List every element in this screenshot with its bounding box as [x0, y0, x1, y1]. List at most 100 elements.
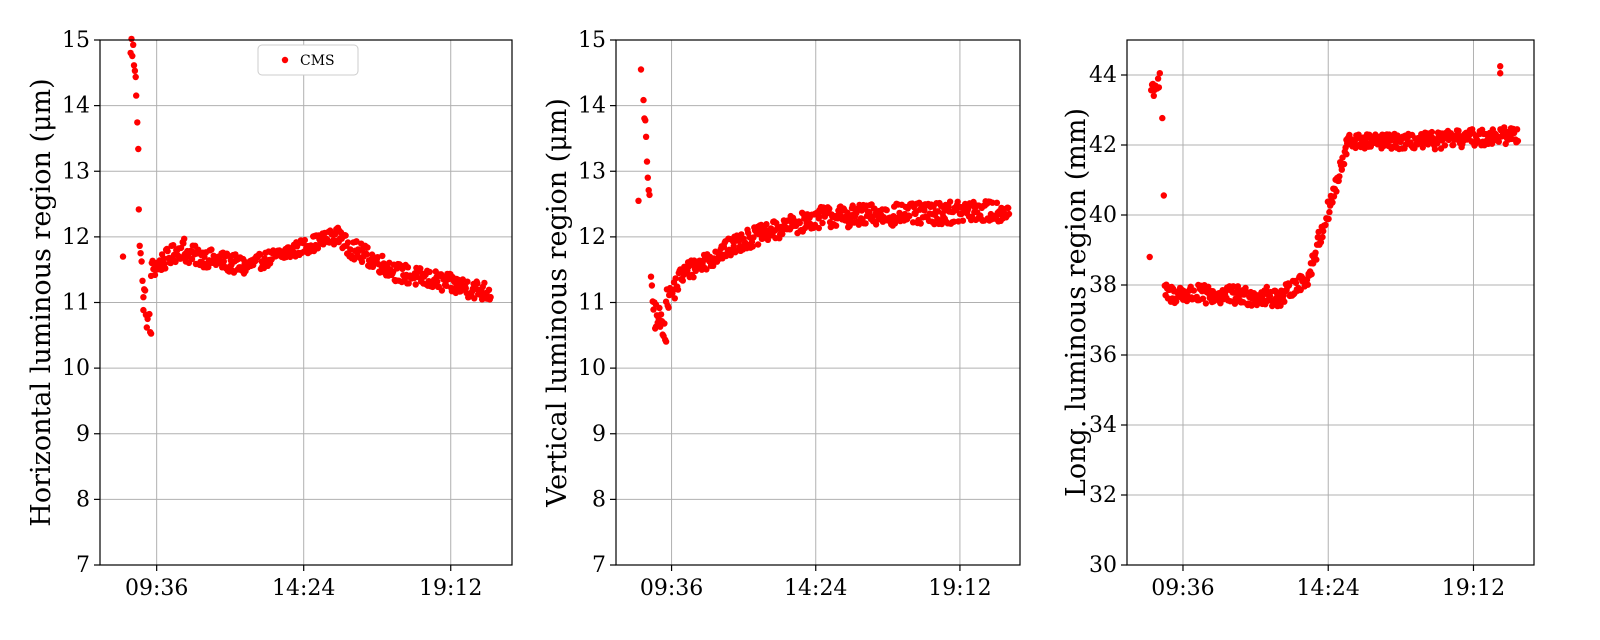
data-point [404, 264, 412, 271]
data-point [136, 242, 143, 249]
data-point [481, 279, 488, 287]
y-tick-label: 13 [62, 159, 90, 184]
data-point [1317, 239, 1325, 246]
data-point [1325, 215, 1332, 223]
data-point [137, 250, 144, 257]
y-tick-label: 8 [592, 487, 606, 512]
data-point [862, 220, 869, 227]
axes-frame [99, 39, 513, 566]
y-tick-label: 13 [578, 159, 606, 184]
data-point [671, 295, 678, 302]
series-points [1146, 63, 1522, 310]
data-point [657, 311, 665, 318]
data-point [1513, 126, 1521, 133]
data-point [642, 133, 650, 140]
y-tick-label: 34 [1089, 413, 1117, 438]
data-point [906, 212, 913, 220]
data-point [164, 247, 171, 255]
data-point [1156, 70, 1164, 77]
data-point [749, 243, 756, 250]
data-point [134, 119, 141, 126]
data-point [474, 280, 481, 287]
data-point [945, 203, 952, 210]
data-point [826, 205, 833, 212]
data-point [161, 260, 168, 267]
data-point [344, 239, 352, 246]
data-point [1343, 151, 1350, 158]
data-point [662, 338, 670, 345]
data-point [138, 258, 145, 265]
data-point [1005, 210, 1013, 218]
x-tick-label: 19:12 [1442, 576, 1505, 601]
data-point [130, 41, 137, 48]
y-tick-label: 11 [578, 291, 606, 316]
data-point [646, 191, 653, 199]
data-point [1319, 233, 1326, 241]
data-point [1330, 193, 1338, 200]
data-point [640, 96, 647, 104]
data-point [208, 246, 215, 253]
data-point [665, 304, 672, 311]
data-point [1333, 188, 1340, 195]
y-tick-label: 11 [62, 291, 90, 316]
data-point [417, 265, 424, 272]
y-tick-label: 12 [62, 225, 90, 250]
y-tick-label: 14 [578, 94, 606, 119]
y-tick-label: 40 [1089, 203, 1117, 228]
data-point [220, 258, 227, 265]
data-point [129, 52, 136, 60]
data-point [832, 222, 840, 229]
data-point [1190, 287, 1198, 294]
y-tick-label: 10 [578, 356, 606, 381]
data-point [162, 265, 169, 272]
data-point [648, 282, 656, 289]
data-point [133, 92, 140, 99]
data-point [773, 219, 780, 227]
data-point [1329, 199, 1336, 206]
y-tick-label: 38 [1089, 273, 1117, 298]
data-point [645, 187, 652, 194]
data-point [1501, 124, 1508, 131]
y-tick-label: 32 [1089, 483, 1117, 508]
y-tick-label: 36 [1089, 343, 1117, 368]
data-point [796, 219, 803, 227]
data-point [1263, 283, 1271, 291]
data-point [993, 199, 1001, 206]
data-point [946, 198, 954, 205]
data-point [256, 251, 264, 258]
data-point [358, 258, 366, 265]
data-point [1281, 298, 1288, 305]
data-point [172, 258, 179, 266]
data-point [301, 236, 308, 244]
y-tick-label: 44 [1089, 63, 1117, 88]
data-point [849, 202, 856, 209]
data-point [1146, 253, 1153, 261]
data-point [1322, 221, 1329, 229]
data-point [434, 278, 441, 285]
data-point [1150, 92, 1158, 100]
data-point [954, 198, 961, 205]
data-point [1160, 192, 1168, 199]
x-tick-label: 19:12 [928, 576, 991, 601]
y-axis-label: Horizontal luminous region (μm) [26, 78, 57, 526]
data-point [872, 221, 880, 228]
data-point [412, 281, 419, 288]
data-point [703, 266, 710, 273]
data-point [342, 232, 349, 239]
data-point [931, 220, 938, 228]
legend-label: CMS [300, 53, 335, 69]
data-point [181, 235, 188, 242]
data-point [485, 286, 493, 293]
data-point [989, 199, 996, 206]
y-tick-label: 7 [592, 553, 606, 578]
data-point [140, 294, 147, 301]
data-point [131, 67, 139, 75]
data-point [819, 219, 826, 227]
data-point [132, 73, 139, 81]
data-point [855, 221, 862, 228]
y-tick-label: 15 [62, 28, 90, 53]
data-point [1159, 114, 1166, 122]
data-point [637, 66, 645, 73]
data-point [1336, 173, 1343, 180]
